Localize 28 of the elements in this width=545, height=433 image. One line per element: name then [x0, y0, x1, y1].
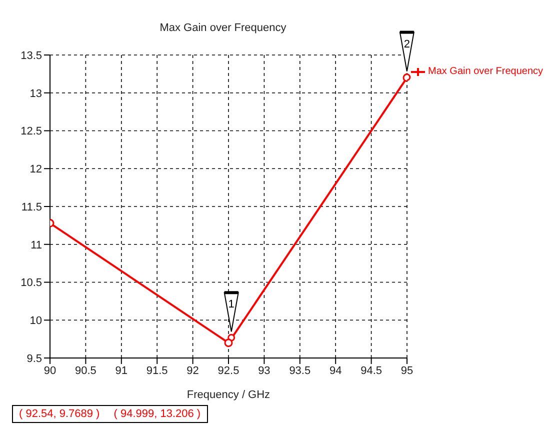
legend-label: Max Gain over Frequency — [428, 66, 544, 77]
x-tick-label: 94 — [329, 364, 342, 377]
x-tick-label: 92.5 — [218, 364, 240, 377]
y-tick-label: 10.5 — [20, 277, 42, 290]
x-tick-label: 93 — [258, 364, 270, 377]
flag-label: 2 — [399, 30, 415, 82]
chart-title: Max Gain over Frequency — [158, 22, 288, 34]
y-tick-label: 12 — [30, 164, 42, 176]
x-tick-label: 91.5 — [146, 364, 168, 377]
y-tick-label: 12.5 — [20, 126, 42, 138]
x-axis-title: Frequency / GHz — [186, 389, 270, 401]
x-tick-label: 90.5 — [74, 364, 96, 377]
annotation: 1 — [228, 298, 234, 311]
annotation: 2 — [404, 38, 410, 50]
x-tick-label: 90 — [44, 364, 56, 377]
x-tick-label: 92 — [186, 364, 199, 377]
y-tick-label: 11.5 — [21, 201, 42, 214]
y-tick-label: 11 — [30, 239, 42, 252]
y-tick-label: 13 — [30, 88, 42, 100]
x-tick-label: 94.5 — [360, 364, 382, 377]
y-tick-label: 13.5 — [20, 50, 42, 62]
x-tick-label: 93.5 — [289, 364, 311, 377]
y-tick-label: 10 — [30, 315, 42, 328]
x-tick-label: 91 — [115, 364, 128, 377]
readout-box: ( 92.54, 9.7689 ) ( 94.999, 13.206 ) — [12, 405, 208, 423]
y-tick-label: 9.5 — [26, 352, 42, 365]
point — [224, 338, 233, 348]
x-tick-label: 95 — [400, 364, 414, 377]
